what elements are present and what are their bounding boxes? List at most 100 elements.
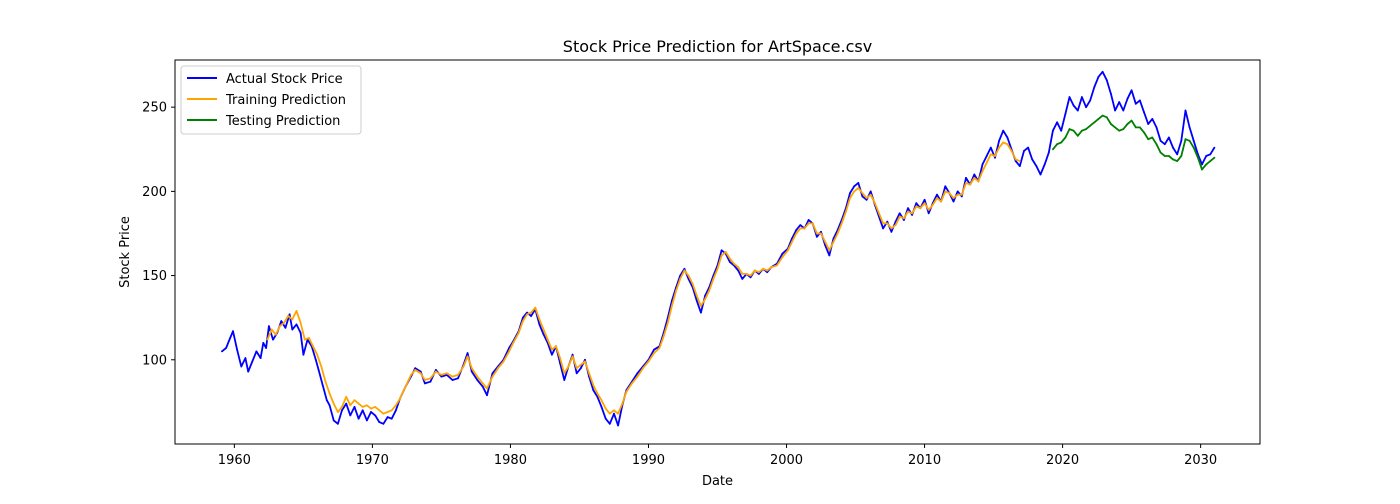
data-point-actual xyxy=(613,412,615,415)
data-point-actual xyxy=(869,190,872,193)
data-point-actual xyxy=(683,267,686,270)
data-point-actual xyxy=(1076,109,1079,112)
data-point-actual xyxy=(1006,136,1009,139)
data-point-actual xyxy=(1159,139,1162,142)
data-point-training xyxy=(952,197,955,200)
data-point-actual xyxy=(247,370,250,373)
data-point-actual xyxy=(366,419,368,422)
data-point-training xyxy=(588,372,590,375)
data-point-training xyxy=(600,399,603,402)
data-point-training xyxy=(787,249,789,252)
data-point-actual xyxy=(542,333,545,336)
data-point-training xyxy=(923,202,926,205)
data-point-training xyxy=(965,182,967,184)
data-point-training xyxy=(766,269,769,272)
data-point-testing xyxy=(1060,141,1063,144)
data-point-training xyxy=(985,161,988,164)
data-point-training xyxy=(1010,150,1013,152)
data-point-actual xyxy=(538,323,541,326)
data-point-actual xyxy=(414,367,417,370)
data-point-training xyxy=(584,360,586,363)
data-point-testing xyxy=(1209,160,1212,163)
data-point-actual xyxy=(429,380,432,383)
data-point-training xyxy=(414,369,417,371)
data-point-actual xyxy=(973,173,976,176)
data-point-training xyxy=(508,350,510,353)
data-point-training xyxy=(886,222,889,225)
data-point-actual xyxy=(1139,99,1141,102)
series-training xyxy=(266,141,1021,415)
data-point-actual xyxy=(1172,146,1174,149)
data-point-actual xyxy=(579,367,582,370)
data-point-testing xyxy=(1163,155,1166,157)
data-point-testing xyxy=(1205,163,1208,166)
data-point-actual xyxy=(332,419,335,422)
data-point-actual xyxy=(325,399,328,402)
data-point-testing xyxy=(1180,155,1183,157)
data-point-actual xyxy=(291,328,294,331)
data-point-training xyxy=(446,372,448,375)
data-point-testing xyxy=(1064,136,1067,139)
data-point-testing xyxy=(1192,146,1195,149)
data-point-actual xyxy=(530,315,532,317)
data-point-actual xyxy=(265,347,267,349)
data-point-training xyxy=(811,222,814,225)
data-point-actual xyxy=(749,276,752,279)
data-point-actual xyxy=(1072,104,1075,107)
data-point-actual xyxy=(994,156,996,159)
data-point-actual xyxy=(1110,92,1112,95)
data-point-actual xyxy=(596,395,599,398)
data-point-training xyxy=(608,412,611,415)
data-point-actual xyxy=(907,207,909,210)
data-point-training xyxy=(799,227,802,230)
data-point-actual xyxy=(861,195,864,198)
data-point-actual xyxy=(956,190,959,193)
data-point-training xyxy=(704,298,706,301)
data-point-actual xyxy=(272,338,274,341)
data-point-actual xyxy=(1143,111,1145,114)
data-point-testing xyxy=(1139,126,1141,129)
data-point-training xyxy=(729,257,731,260)
data-point-training xyxy=(662,335,665,338)
data-point-training xyxy=(700,305,702,307)
data-point-actual xyxy=(284,326,287,329)
data-point-actual xyxy=(617,424,619,427)
data-point-actual xyxy=(923,198,926,201)
data-point-testing xyxy=(1085,128,1087,131)
data-point-training xyxy=(283,321,285,324)
data-point-actual xyxy=(737,269,740,272)
data-point-actual xyxy=(700,311,702,314)
data-point-training xyxy=(898,215,901,218)
data-point-training xyxy=(749,274,752,277)
x-tick-label: 1990 xyxy=(632,453,665,468)
data-point-training xyxy=(911,212,913,215)
data-point-training xyxy=(435,370,437,373)
data-point-actual xyxy=(328,404,331,407)
data-point-training xyxy=(424,379,426,381)
data-point-testing xyxy=(1168,155,1170,157)
data-point-training xyxy=(522,320,524,322)
data-point-training xyxy=(324,380,327,383)
data-point-actual xyxy=(720,249,723,252)
data-point-training xyxy=(308,337,310,339)
data-point-training xyxy=(816,232,818,235)
data-point-training xyxy=(989,153,992,156)
data-point-actual xyxy=(451,379,454,381)
data-point-actual xyxy=(886,220,889,223)
data-point-actual xyxy=(1192,139,1195,142)
data-point-training xyxy=(366,404,368,407)
data-point-actual xyxy=(1163,143,1166,146)
data-point-training xyxy=(836,232,839,235)
data-point-actual xyxy=(345,402,348,405)
data-point-training xyxy=(295,310,298,312)
data-point-testing xyxy=(1076,134,1079,137)
data-point-training xyxy=(410,374,412,376)
data-point-training xyxy=(781,256,784,258)
data-point-training xyxy=(679,278,682,280)
data-point-actual xyxy=(457,377,459,380)
data-point-testing xyxy=(1159,151,1162,154)
data-point-actual xyxy=(361,409,364,412)
data-point-training xyxy=(832,241,835,243)
data-point-actual xyxy=(1081,96,1083,98)
